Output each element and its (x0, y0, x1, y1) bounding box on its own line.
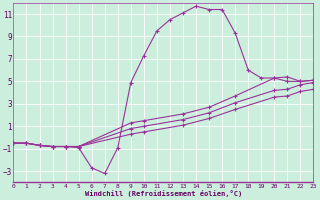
X-axis label: Windchill (Refroidissement éolien,°C): Windchill (Refroidissement éolien,°C) (85, 190, 242, 197)
